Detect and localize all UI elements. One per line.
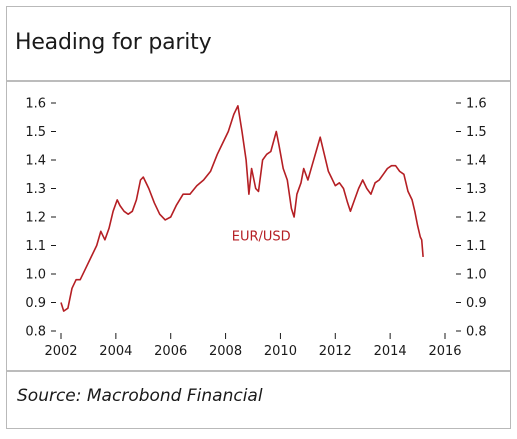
y-tick-label-right: 0.9	[466, 296, 487, 311]
y-tick-label-right: 1.4	[466, 154, 487, 169]
x-tick-label: 2010	[264, 344, 297, 359]
x-tick-label: 2016	[428, 344, 461, 359]
y-tick-label-right: 1.5	[466, 125, 487, 140]
y-tick-label-left: 0.9	[25, 296, 46, 311]
series-group: EUR/USD	[60, 105, 424, 312]
y-tick-label-left: 1.1	[25, 239, 46, 254]
y-tick-label-left: 1.5	[25, 125, 46, 140]
x-tick-label: 2012	[319, 344, 352, 359]
y-tick-label-right: 1.1	[466, 239, 487, 254]
y-tick-label-right: 1.2	[466, 211, 487, 226]
y-axis-right: 0.8 0.9 1.0 1.1 1.2 1.3 1.4 1.5 1.6	[456, 97, 487, 340]
series-label-eur-usd: EUR/USD	[232, 229, 291, 244]
x-axis: 2002 2004 2006 2008 2010 2012 2014 2016	[44, 333, 462, 359]
y-tick-label-left: 1.0	[25, 268, 46, 283]
chart-title: Heading for parity	[15, 30, 212, 55]
y-tick-label-right: 1.0	[466, 268, 487, 283]
y-tick-label-right: 1.3	[466, 182, 487, 197]
y-tick-label-left: 0.8	[25, 325, 46, 340]
chart-frame	[6, 6, 511, 429]
y-tick-label-right: 1.6	[466, 97, 487, 112]
x-tick-label: 2002	[44, 344, 77, 359]
series-line-eur-usd	[60, 105, 424, 312]
y-tick-label-left: 1.4	[25, 154, 46, 169]
x-tick-label: 2014	[374, 344, 407, 359]
x-tick-label: 2006	[154, 344, 187, 359]
source-note: Source: Macrobond Financial	[17, 386, 263, 406]
y-tick-label-left: 1.3	[25, 182, 46, 197]
y-tick-label-left: 1.2	[25, 211, 46, 226]
x-tick-label: 2008	[209, 344, 242, 359]
x-tick-label: 2004	[99, 344, 132, 359]
y-tick-label-right: 0.8	[466, 325, 487, 340]
y-axis-left: 0.8 0.9 1.0 1.1 1.2 1.3 1.4 1.5 1.6	[25, 97, 56, 340]
y-tick-label-left: 1.6	[25, 97, 46, 112]
